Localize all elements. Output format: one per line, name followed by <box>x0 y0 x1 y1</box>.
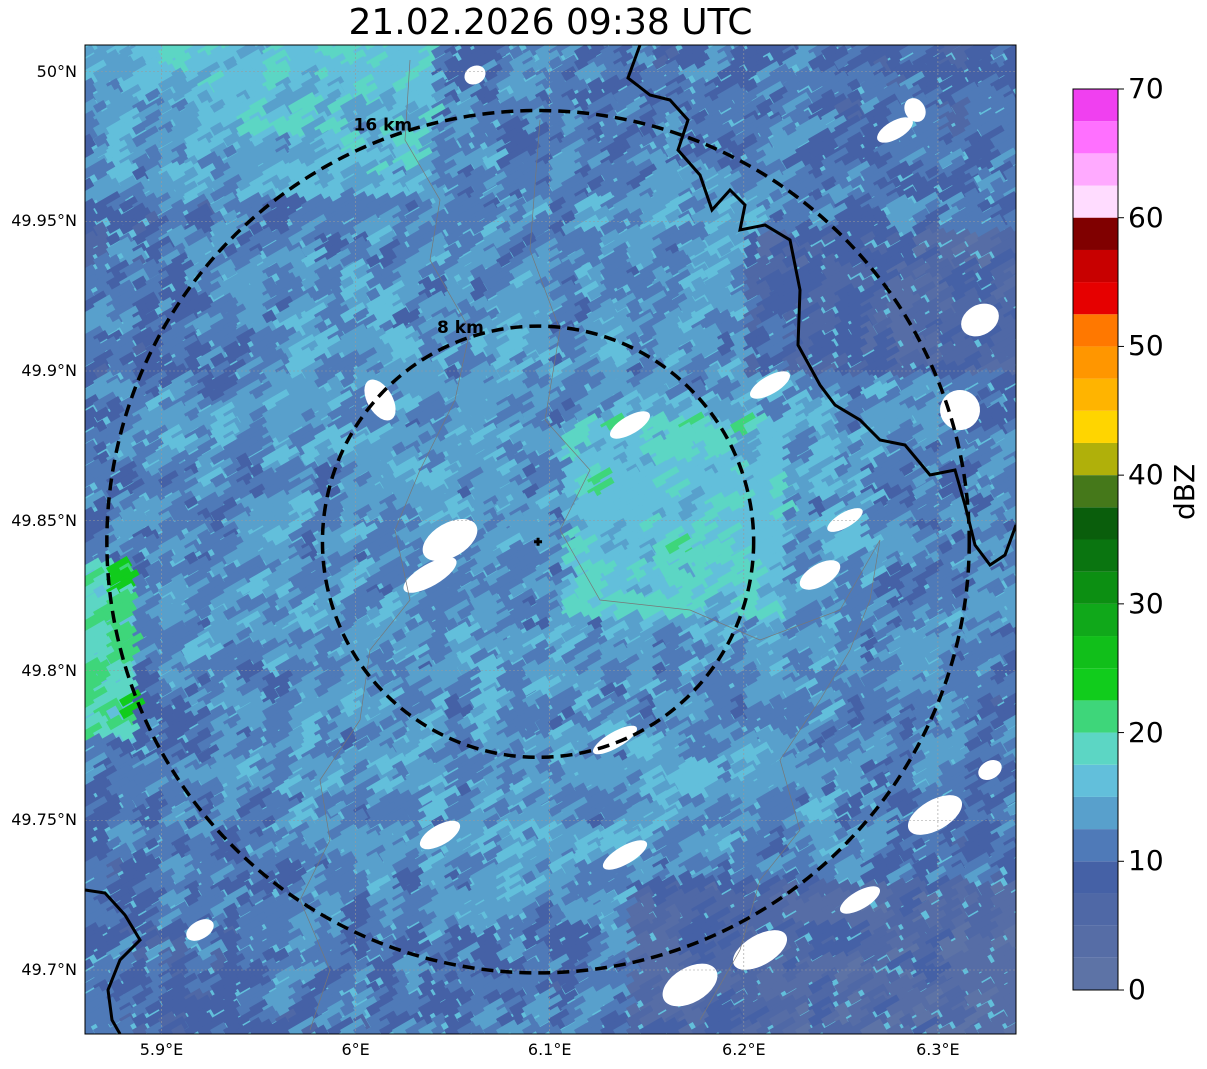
colorbar-segment <box>1073 668 1118 701</box>
border-lines <box>85 45 1016 1034</box>
colorbar-segment <box>1073 925 1118 958</box>
latitude-label: 49.9°N <box>21 361 77 380</box>
range-ring-0 <box>320 324 756 760</box>
map-frame <box>84 44 1017 1035</box>
reflectivity-field <box>85 45 1016 1034</box>
latitude-label: 49.95°N <box>11 211 77 231</box>
colorbar-segment <box>1073 378 1118 411</box>
colorbar-segment <box>1073 121 1118 154</box>
colorbar-segment <box>1073 957 1118 990</box>
colorbar-segment <box>1073 861 1118 894</box>
colorbar-segment <box>1073 893 1118 926</box>
colorbar <box>1072 88 1124 991</box>
radar-site-marker <box>534 537 543 546</box>
colorbar-label: dBZ <box>1168 463 1201 520</box>
colorbar-segment <box>1073 346 1118 379</box>
range-ring-label-0: 8 km <box>437 318 484 338</box>
colorbar-segment <box>1073 539 1118 572</box>
colorbar-tick-label: 30 <box>1128 586 1164 620</box>
colorbar-segment <box>1073 185 1118 218</box>
colorbar-segment <box>1073 636 1118 669</box>
latitude-label: 49.85°N <box>11 510 77 530</box>
colorbar-segment <box>1073 700 1118 733</box>
colorbar-segment <box>1073 829 1118 862</box>
colorbar-tick-label: 40 <box>1128 458 1164 492</box>
colorbar-segment <box>1073 282 1118 315</box>
colorbar-segment <box>1073 89 1118 122</box>
colorbar-segment <box>1073 249 1118 283</box>
colorbar-segment <box>1073 507 1118 540</box>
colorbar-tick-label: 20 <box>1128 715 1164 749</box>
range-rings: 8 km 16 km <box>105 108 972 975</box>
longitude-label: 5.9°E <box>139 1040 184 1059</box>
latitude-label: 49.7°N <box>21 960 77 979</box>
latitude-label: 50°N <box>36 61 77 81</box>
longitude-label: 6°E <box>341 1040 370 1059</box>
longitude-label: 6.2°E <box>722 1040 766 1059</box>
colorbar-segment <box>1073 153 1118 186</box>
colorbar-segment <box>1073 410 1118 443</box>
longitude-label: 6.3°E <box>916 1040 960 1059</box>
colorbar-segment <box>1073 764 1118 797</box>
colorbar-segment <box>1073 732 1118 765</box>
colorbar-segment <box>1073 475 1118 508</box>
latitude-label: 49.75°N <box>11 810 77 830</box>
colorbar-tick-label: 50 <box>1128 329 1164 363</box>
latitude-label: 49.8°N <box>21 660 77 680</box>
colorbar-segment <box>1073 796 1118 830</box>
colorbar-segment <box>1073 603 1118 637</box>
longitude-label: 6.1°E <box>527 1040 572 1059</box>
colorbar-tick-label: 10 <box>1128 844 1164 878</box>
colorbar-tick-label: 60 <box>1128 200 1164 234</box>
colorbar-segment <box>1073 314 1118 347</box>
colorbar-segment <box>1073 571 1118 604</box>
range-ring-label-1: 16 km <box>354 115 413 135</box>
colorbar-segment <box>1073 217 1118 250</box>
chart-title: 21.02.2026 09:38 UTC <box>348 2 753 43</box>
colorbar-tick-label: 70 <box>1128 72 1164 105</box>
colorbar-tick-label: 0 <box>1128 973 1146 1006</box>
colorbar-segment <box>1073 442 1118 476</box>
range-ring-1 <box>105 108 972 975</box>
